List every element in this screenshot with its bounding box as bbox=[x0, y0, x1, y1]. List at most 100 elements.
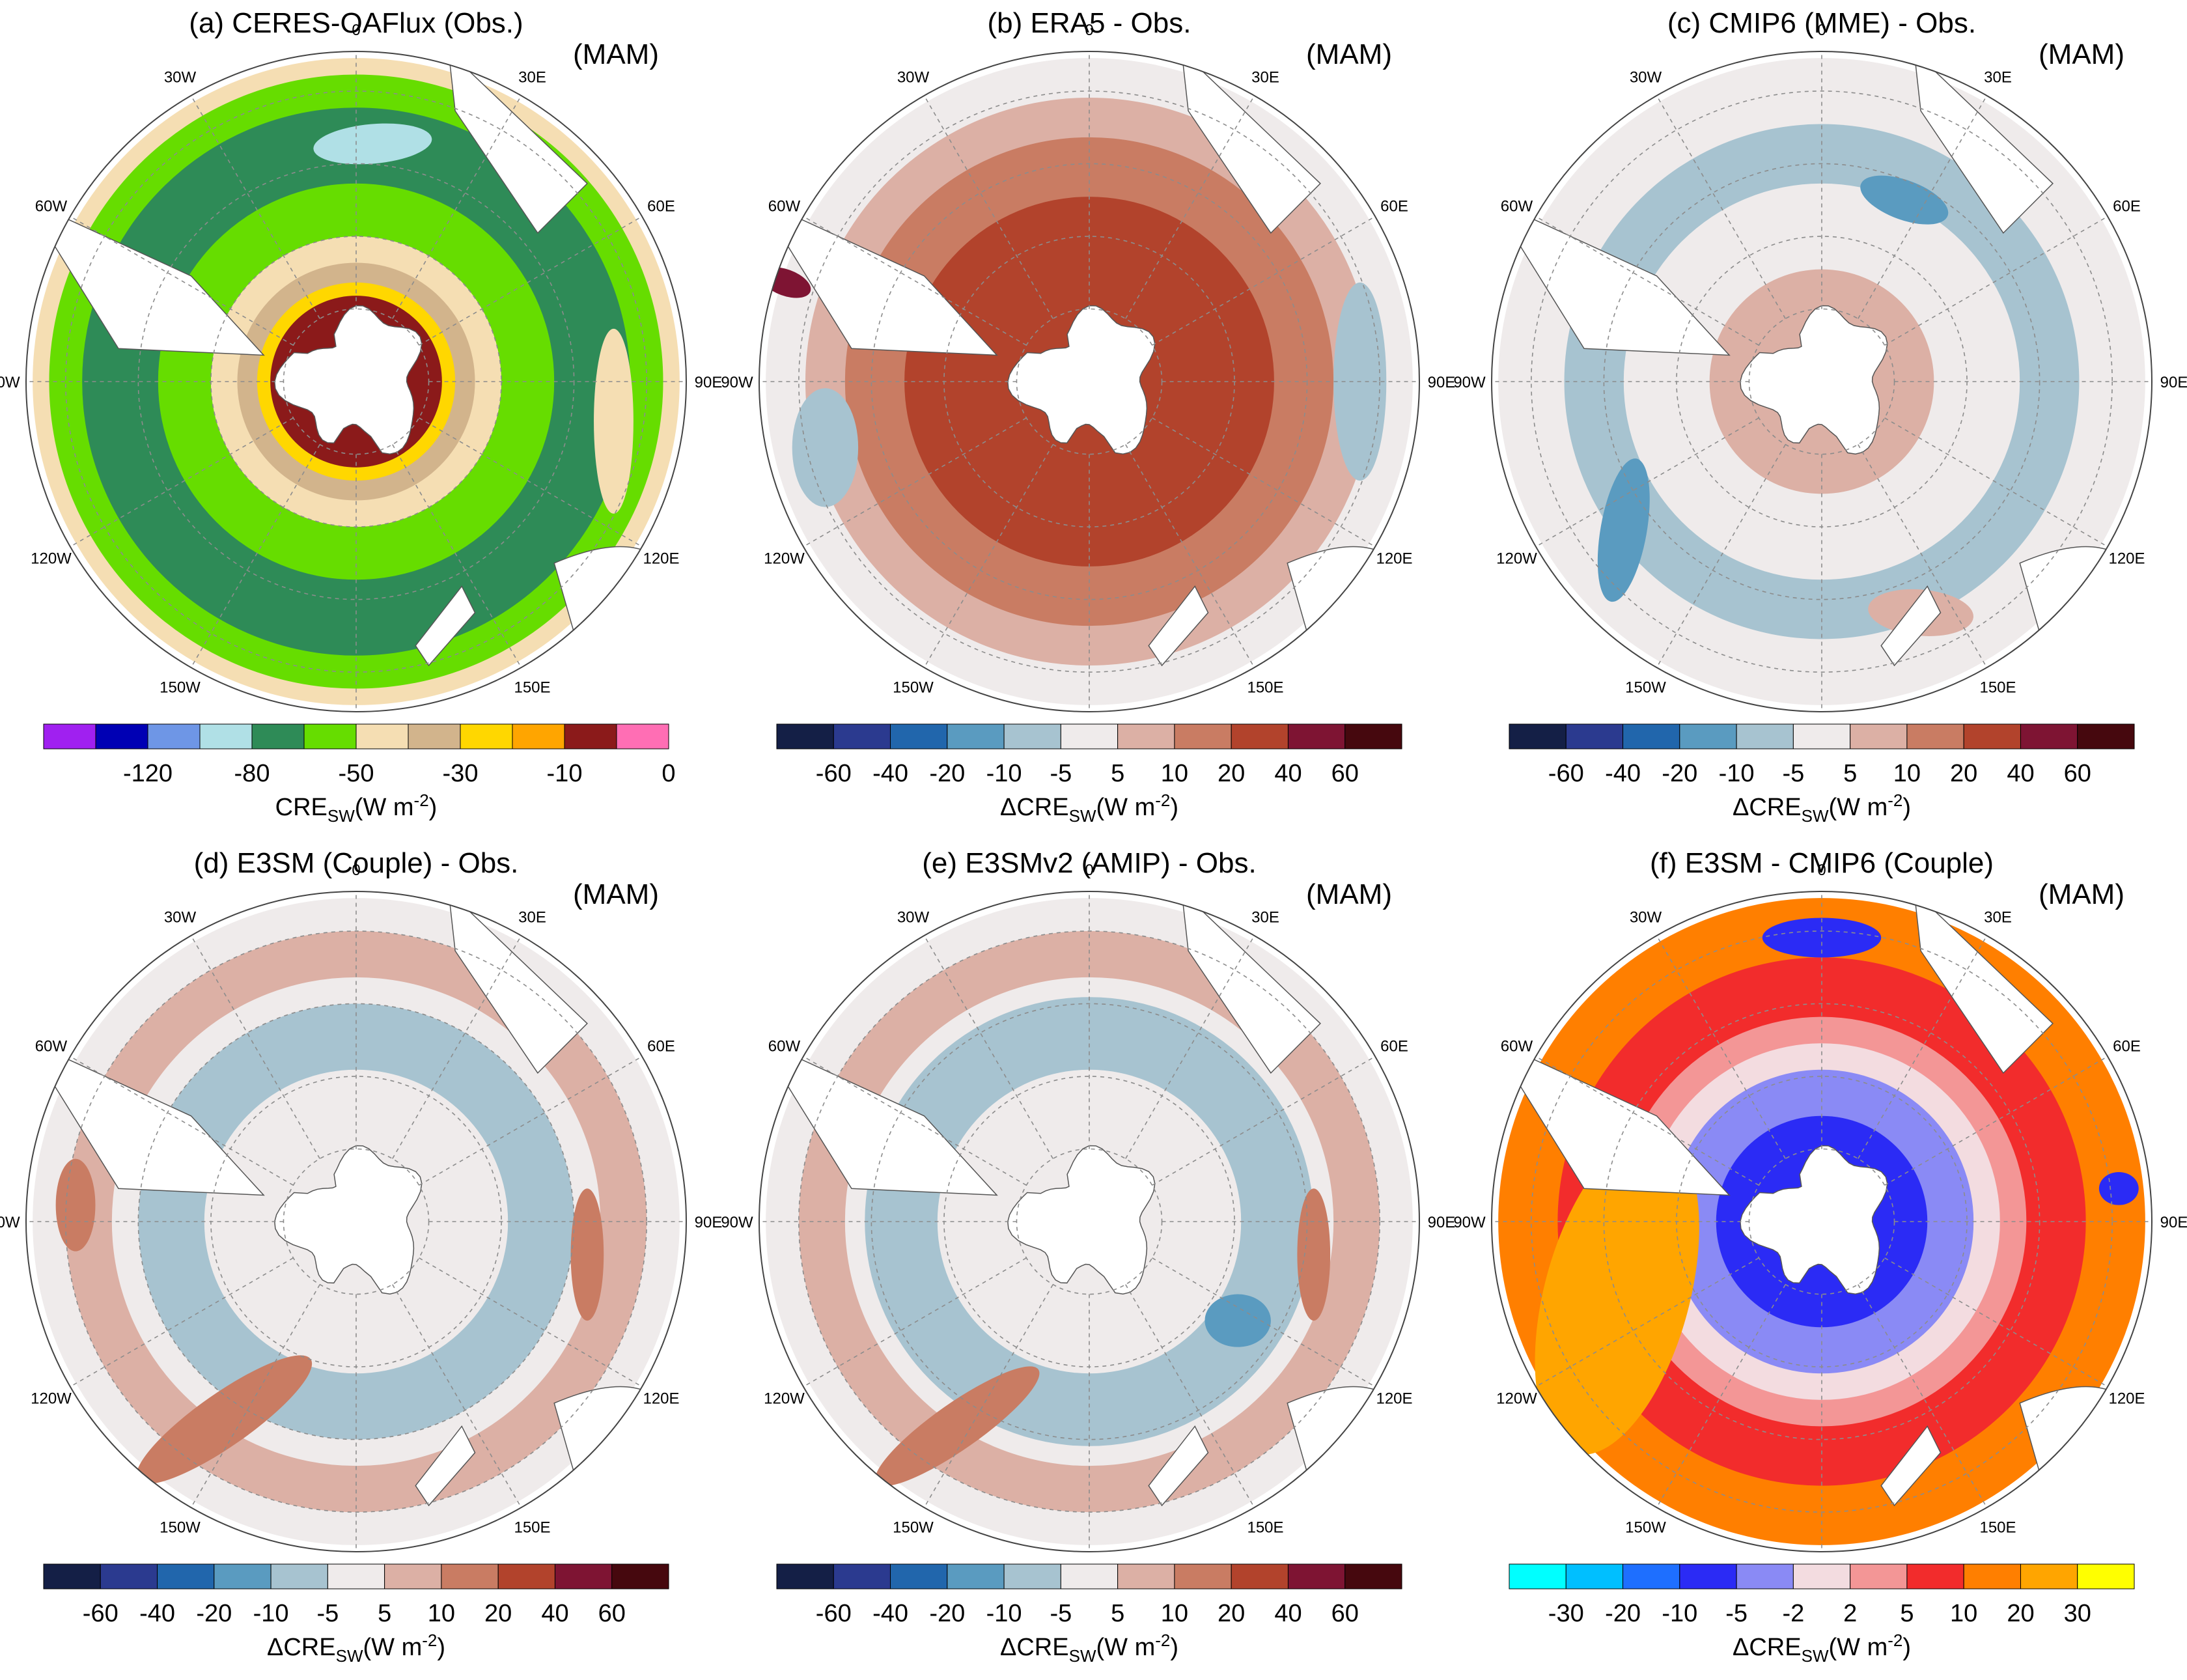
colorbar-swatch bbox=[441, 1563, 499, 1589]
colorbar-tick-label: 60 bbox=[2064, 760, 2091, 787]
meridian-gridline bbox=[1884, 1056, 2108, 1186]
season-label: (MAM) bbox=[2039, 878, 2124, 910]
field-blob bbox=[874, 1366, 1040, 1487]
panel-title: (d) E3SM (Couple) - Obs. bbox=[194, 847, 519, 879]
colorbar-swatch bbox=[1963, 1563, 2021, 1589]
colorbar-tick-label: 40 bbox=[2007, 760, 2034, 787]
latitude-gridline bbox=[137, 1003, 575, 1440]
meridian-gridline bbox=[419, 1056, 643, 1186]
season-label: (MAM) bbox=[573, 878, 659, 910]
field-blob bbox=[1297, 1188, 1331, 1321]
panel-a: (a) CERES-OAFlux (Obs.) (MAM) 0 30E 60E 90E 12… bbox=[0, 7, 722, 826]
longitude-label: 120E bbox=[643, 550, 679, 568]
longitude-label: 0 bbox=[352, 861, 360, 879]
colorbar-tick-label: -40 bbox=[872, 760, 908, 787]
longitude-label: 90W bbox=[0, 374, 20, 391]
longitude-label: 60W bbox=[768, 198, 801, 216]
colorbar-swatch bbox=[1003, 723, 1061, 749]
map-field bbox=[1492, 891, 2152, 1552]
field-blob bbox=[55, 1158, 96, 1252]
longitude-label: 60W bbox=[1501, 1038, 1533, 1056]
meridian-gridline bbox=[1858, 444, 1988, 668]
colorbar-label: ΔCRESW(W m-2) bbox=[1733, 791, 1911, 826]
colorbar: -30 -20 -10 -5 -2 2 5 10 20 30 ΔCRESW(W m-2) bbox=[1509, 1563, 2135, 1666]
longitude-label: 0 bbox=[1085, 861, 1093, 879]
colorbar-tick-label: -80 bbox=[234, 760, 270, 787]
longitude-label: 90E bbox=[2160, 374, 2187, 391]
colorbar-tick-label: 60 bbox=[1331, 760, 1359, 787]
colorbar-swatch bbox=[199, 723, 253, 749]
longitude-label: 30W bbox=[164, 68, 197, 86]
latitude-gridline bbox=[871, 1003, 1308, 1440]
colorbar-swatch bbox=[616, 723, 669, 749]
longitude-label: 90E bbox=[1428, 374, 1456, 391]
field-blob bbox=[1535, 1133, 1699, 1455]
longitude-label: 60E bbox=[2113, 1038, 2141, 1056]
colorbar-label: ΔCRESW(W m-2) bbox=[267, 1631, 445, 1666]
panel-title: (f) E3SM - CMIP6 (Couple) bbox=[1650, 847, 1994, 879]
panel-f: (f) E3SM - CMIP6 (Couple) (MAM) 0 30E 60E 90E… bbox=[1453, 847, 2187, 1666]
meridian-gridline bbox=[803, 1056, 1027, 1186]
longitude-label: 150W bbox=[160, 1519, 201, 1537]
colorbar-swatch bbox=[43, 723, 96, 749]
colorbar-tick-label: -60 bbox=[1548, 760, 1584, 787]
field-blob bbox=[570, 1188, 604, 1321]
colorbar-tick-label: 40 bbox=[1274, 1600, 1302, 1627]
map-outline bbox=[25, 51, 687, 712]
colorbar-swatch bbox=[1344, 723, 1402, 749]
colorbar-swatch bbox=[2020, 723, 2078, 749]
panel-title: (a) CERES-OAFlux (Obs.) bbox=[189, 7, 523, 39]
colorbar-swatch bbox=[947, 1563, 1005, 1589]
colorbar-swatch bbox=[147, 723, 201, 749]
colorbar-swatch bbox=[1509, 1563, 1567, 1589]
panel-title: (c) CMIP6 (MME) - Obs. bbox=[1667, 7, 1976, 39]
colorbar-swatch bbox=[327, 1563, 385, 1589]
colorbar-swatch bbox=[1792, 1563, 1851, 1589]
colorbar-label: ΔCRESW(W m-2) bbox=[1733, 1631, 1911, 1666]
longitude-label: 30W bbox=[1630, 68, 1662, 86]
colorbar-tick-label: -60 bbox=[816, 760, 852, 787]
latitude-gridline bbox=[798, 931, 1380, 1513]
colorbar-tick-label: -5 bbox=[1782, 760, 1804, 787]
longitude-label: 30E bbox=[1984, 68, 2012, 86]
colorbar-tick-label: -50 bbox=[339, 760, 374, 787]
meridian-gridline bbox=[923, 444, 1053, 668]
longitude-label: 60E bbox=[647, 1038, 675, 1056]
longitude-label: 150E bbox=[514, 679, 550, 697]
longitude-label: 150E bbox=[1247, 1519, 1283, 1537]
colorbar-tick-label: -60 bbox=[816, 1600, 852, 1627]
africa-landmass bbox=[1180, 891, 1321, 1074]
colorbar-tick-label: 10 bbox=[1161, 760, 1188, 787]
longitude-label: 120W bbox=[31, 1390, 72, 1408]
colorbar-swatch bbox=[1679, 723, 1737, 749]
meridian-gridline bbox=[392, 444, 522, 668]
longitude-label: 30E bbox=[518, 908, 546, 926]
meridian-gridline bbox=[1535, 417, 1759, 548]
longitude-label: 60W bbox=[768, 1038, 801, 1056]
africa-landmass bbox=[447, 891, 588, 1074]
meridian-gridline bbox=[1656, 935, 1786, 1159]
map-field bbox=[26, 51, 686, 712]
colorbar-swatch bbox=[214, 1563, 272, 1589]
longitude-label: 150E bbox=[1979, 1519, 2016, 1537]
colorbar-tick-label: -20 bbox=[929, 760, 965, 787]
colorbar-tick-label: 5 bbox=[1111, 760, 1124, 787]
meridian-gridline bbox=[70, 216, 294, 346]
colorbar-tick-label: 20 bbox=[1950, 760, 1977, 787]
colorbar-tick-label: -40 bbox=[139, 1600, 175, 1627]
longitude-label: 90W bbox=[0, 1214, 20, 1231]
longitude-label: 120W bbox=[764, 1390, 805, 1408]
colorbar-tick-label: -20 bbox=[929, 1600, 965, 1627]
meridian-gridline bbox=[1152, 1056, 1376, 1186]
longitude-label: 90E bbox=[695, 1214, 723, 1231]
panel-c: (c) CMIP6 (MME) - Obs. (MAM) 0 30E 60E 90E 120… bbox=[1453, 7, 2187, 826]
colorbar-swatch bbox=[1565, 1563, 1624, 1589]
meridian-gridline bbox=[1125, 95, 1255, 319]
colorbar-tick-label: -10 bbox=[1662, 1600, 1697, 1627]
longitude-label: 30W bbox=[164, 908, 197, 926]
longitude-label: 60E bbox=[1380, 198, 1408, 216]
colorbar-swatch bbox=[611, 1563, 669, 1589]
colorbar-swatch bbox=[1565, 723, 1624, 749]
colorbar-swatch bbox=[1850, 1563, 1908, 1589]
colorbar-swatch bbox=[1287, 723, 1346, 749]
